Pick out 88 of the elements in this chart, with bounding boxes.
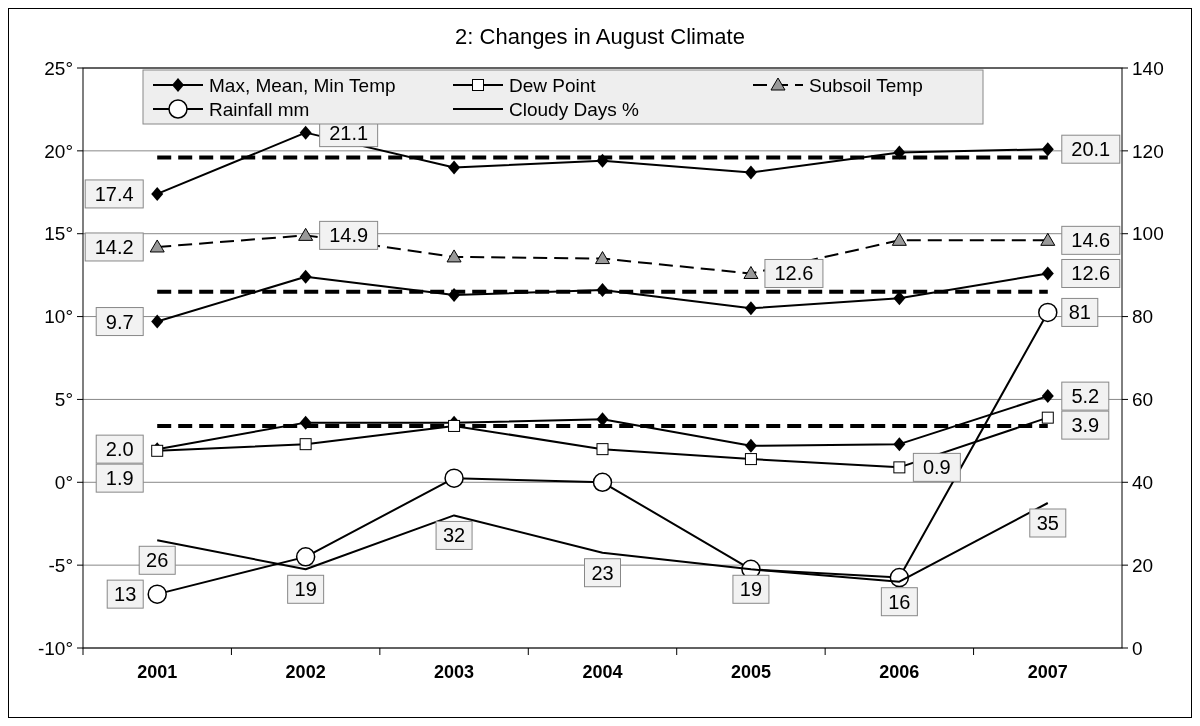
- data-label: 3.9: [1071, 414, 1100, 437]
- data-label: 14.6: [1071, 229, 1111, 252]
- y-tick-label: 10°: [44, 306, 73, 328]
- point: [1040, 232, 1056, 246]
- y-tick-label: 25°: [44, 57, 73, 79]
- point: [1041, 266, 1054, 281]
- point: [893, 437, 906, 452]
- y2-tick-label: 120: [1132, 140, 1164, 162]
- point: [446, 249, 462, 263]
- y-tick-label: 15°: [44, 223, 73, 245]
- x-tick-label: 2002: [285, 662, 326, 682]
- point: [295, 547, 316, 567]
- data-label: 14.9: [329, 224, 369, 247]
- point: [596, 443, 609, 456]
- y-tick-label: 20°: [44, 140, 73, 162]
- y-tick-label: -10°: [37, 637, 73, 659]
- data-label: 12.6: [1071, 262, 1111, 285]
- y-tick-label: -5°: [48, 554, 73, 576]
- point: [151, 314, 164, 329]
- point: [893, 145, 906, 160]
- data-label: 20.1: [1071, 138, 1111, 161]
- data-label: 32: [442, 524, 466, 547]
- x-tick-label: 2005: [730, 662, 771, 682]
- x-tick-label: 2007: [1027, 662, 1068, 682]
- data-label: 19: [739, 578, 763, 601]
- data-label: 23: [591, 561, 614, 584]
- x-tick-label: 2001: [137, 662, 178, 682]
- data-label: 14.2: [94, 235, 134, 258]
- y-tick-label: 5°: [54, 389, 73, 411]
- legend-label: Subsoil Temp: [809, 74, 923, 96]
- legend-label: Dew Point: [509, 74, 597, 96]
- point: [744, 453, 757, 466]
- point: [448, 419, 461, 432]
- data-label: 16: [888, 590, 911, 613]
- legend-label: Rainfall mm: [209, 98, 310, 120]
- data-label: 5.2: [1071, 385, 1100, 408]
- point: [1041, 411, 1054, 424]
- y2-tick-label: 140: [1132, 57, 1164, 79]
- y2-tick-label: 100: [1132, 223, 1164, 245]
- point: [299, 415, 312, 430]
- point: [149, 239, 165, 253]
- point: [444, 468, 464, 488]
- legend-label: Cloudy Days %: [509, 98, 639, 120]
- point: [744, 301, 757, 316]
- point: [1041, 389, 1054, 404]
- point: [448, 160, 461, 175]
- point: [299, 125, 312, 140]
- y2-tick-label: 0: [1132, 637, 1143, 659]
- point: [299, 438, 312, 451]
- point: [744, 165, 757, 180]
- point: [743, 265, 759, 279]
- data-label: 13: [114, 583, 137, 606]
- point: [893, 461, 906, 474]
- data-label: 21.1: [329, 121, 369, 144]
- data-label: 35: [1036, 512, 1059, 534]
- point: [744, 438, 757, 453]
- point: [1038, 302, 1058, 323]
- point: [595, 251, 610, 265]
- point: [596, 283, 609, 298]
- data-label: 81: [1068, 301, 1091, 324]
- x-tick-label: 2004: [582, 662, 623, 682]
- y2-tick-label: 60: [1132, 389, 1154, 411]
- y2-tick-label: 20: [1132, 554, 1154, 576]
- point: [299, 269, 312, 284]
- data-label: 9.7: [105, 310, 134, 333]
- data-label: 17.4: [94, 182, 134, 205]
- y2-tick-label: 80: [1132, 306, 1154, 328]
- point: [893, 291, 906, 306]
- x-tick-label: 2006: [879, 662, 920, 682]
- data-label: 0.9: [922, 456, 951, 479]
- chart-title: 2: Changes in August Climate: [455, 24, 745, 49]
- point: [1041, 142, 1054, 157]
- data-label: 19: [294, 578, 317, 601]
- y2-tick-label: 40: [1132, 471, 1154, 493]
- y-tick-label: 0°: [54, 471, 73, 493]
- point: [448, 288, 461, 303]
- data-label: 1.9: [105, 467, 134, 490]
- point: [151, 186, 164, 201]
- x-tick-label: 2003: [434, 662, 475, 682]
- point: [592, 472, 613, 493]
- point: [298, 227, 314, 241]
- legend-label: Max, Mean, Min Temp: [209, 74, 396, 96]
- point: [147, 584, 167, 604]
- point: [596, 153, 609, 168]
- data-label: 2.0: [105, 438, 134, 461]
- data-label: 26: [146, 549, 169, 572]
- point: [891, 232, 907, 246]
- data-label: 12.6: [774, 262, 814, 285]
